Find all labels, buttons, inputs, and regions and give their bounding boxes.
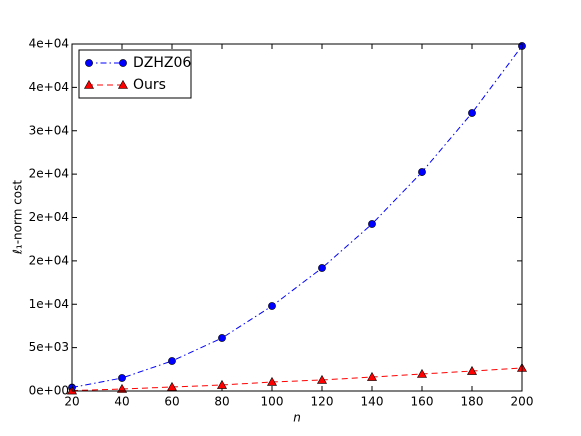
y-tick-label: 5e+03 [29,340,69,354]
x-tick-label: 200 [511,395,534,409]
x-tick-label: 180 [461,395,484,409]
marker [466,365,478,375]
x-tick-label: 80 [214,395,229,409]
x-axis-label: n [293,411,301,425]
x-tick-label: 140 [361,395,384,409]
x-tick-label: 40 [114,395,129,409]
y-tick-label: 1e+04 [29,297,69,311]
x-tick-label: 20 [64,395,79,409]
y-tick-label: 2e+04 [29,167,69,181]
marker [316,374,328,384]
legend-marker [119,59,127,67]
marker [318,264,326,272]
marker [468,109,476,117]
marker [418,168,426,176]
x-tick-label: 100 [261,395,284,409]
series-line [71,367,523,392]
series-line [71,45,523,389]
marker [366,371,378,381]
marker [368,220,376,228]
legend-marker [117,79,129,89]
x-tick-label: 120 [311,395,334,409]
legend-box [78,49,192,99]
y-tick-label: 4e+04 [29,37,69,51]
x-tick-label: 160 [411,395,434,409]
marker [216,379,228,389]
marker [266,376,278,386]
legend-marker [85,59,93,67]
marker [416,368,428,378]
marker [118,374,126,382]
y-tick-label: 2e+04 [29,253,69,267]
y-tick-label: 4e+04 [29,80,69,94]
y-tick-label: 0e+00 [29,384,69,398]
x-tick-label: 60 [164,395,179,409]
plot-frame [71,43,523,392]
marker [268,302,276,310]
marker [168,357,176,365]
marker [218,334,226,342]
legend-label: DZHZ06 [133,55,191,71]
y-axis-label: ℓ₁-norm cost [11,180,25,255]
y-tick-label: 2e+04 [29,210,69,224]
legend-marker [83,79,95,89]
legend-label: Ours [133,77,166,93]
y-tick-label: 3e+04 [29,123,69,137]
